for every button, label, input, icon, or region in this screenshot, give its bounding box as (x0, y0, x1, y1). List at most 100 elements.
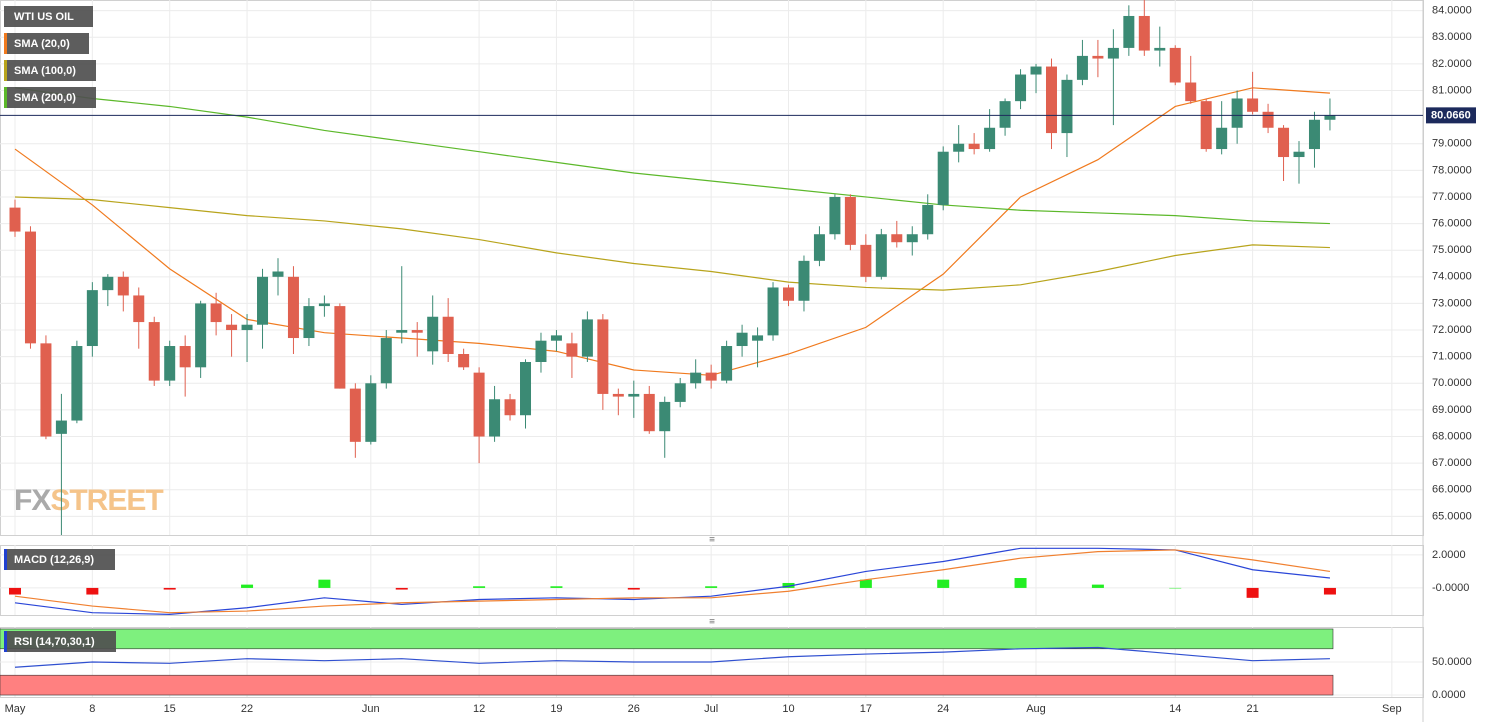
histogram-bar (241, 584, 254, 588)
candle-body (102, 276, 114, 291)
watermark-part: FX (14, 484, 51, 517)
pane-separator[interactable]: ≡ (709, 535, 715, 546)
histogram-bar (1323, 587, 1336, 595)
legend-label: WTI US OIL (14, 11, 74, 23)
histogram-bar (1246, 587, 1259, 598)
y-tick-label: 73.0000 (1432, 297, 1472, 309)
candle-body (210, 303, 222, 323)
candle-body (844, 196, 856, 245)
x-tick-label: 14 (1169, 703, 1181, 715)
indicator-line (14, 87, 1330, 376)
candle-body (1107, 47, 1119, 59)
histogram-bar (782, 582, 795, 588)
candle-body (1262, 111, 1274, 128)
candle-body (1030, 66, 1042, 75)
candle-body (226, 324, 238, 331)
last-price-box (1426, 107, 1476, 124)
y-tick-label: 83.0000 (1432, 31, 1472, 43)
candle-body (195, 303, 207, 368)
candle-body (1015, 74, 1027, 102)
candle-body (968, 143, 980, 150)
candle-body (287, 276, 299, 339)
candle-body (1169, 47, 1181, 83)
candle-body (597, 319, 609, 394)
histogram-bar (859, 579, 872, 588)
candle-body (40, 343, 52, 437)
x-tick-label: 8 (89, 703, 95, 715)
legend-box (4, 549, 115, 570)
y-tick-label: 74.0000 (1432, 271, 1472, 283)
candle-body (860, 244, 872, 277)
candle-body (906, 234, 918, 243)
candle-body (752, 335, 764, 341)
histogram-bar (86, 587, 99, 595)
candle-body (71, 346, 83, 421)
candle-body (736, 332, 748, 347)
watermark: FXSTREET (14, 484, 163, 517)
y-tick-label: 76.0000 (1432, 217, 1472, 229)
candle-body (473, 372, 485, 437)
y-tick-label: 72.0000 (1432, 324, 1472, 336)
y-tick-label: 71.0000 (1432, 351, 1472, 363)
candle-body (798, 260, 810, 301)
candle-body (9, 207, 21, 232)
candle-body (875, 234, 887, 277)
x-tick-label: 15 (164, 703, 176, 715)
x-tick-label: Sep (1382, 703, 1402, 715)
rsi-band (0, 674, 1334, 696)
x-tick-label: 19 (550, 703, 562, 715)
plot-layer: FXSTREET 80.0660 WTI US OIL SMA (20,0) SMA (… (0, 0, 1476, 696)
candle-body (1185, 82, 1197, 102)
pane-frame (0, 545, 1424, 616)
candle-body (1061, 79, 1073, 134)
candle-body (148, 322, 160, 381)
candle-body (1123, 15, 1135, 48)
legend-label: SMA (200,0) (14, 92, 76, 104)
histogram-bar (1169, 587, 1182, 589)
y-tick-label: 50.0000 (1432, 656, 1472, 668)
candle-body (813, 234, 825, 261)
legend-box (4, 6, 93, 27)
y-tick-label: 79.0000 (1432, 138, 1472, 150)
candle-body (1308, 119, 1320, 150)
candle-body (1045, 66, 1057, 134)
pane-separator[interactable]: ≡ (709, 617, 715, 628)
x-tick-label: 17 (860, 703, 872, 715)
legend-label: RSI (14,70,30,1) (14, 636, 95, 648)
y-tick-label: 66.0000 (1432, 484, 1472, 496)
candle-body (489, 399, 501, 437)
histogram-bar (9, 587, 21, 595)
candle-body (612, 393, 624, 397)
candle-body (396, 330, 408, 333)
y-tick-label: 82.0000 (1432, 58, 1472, 70)
candle-body (427, 316, 439, 352)
candle-body (241, 324, 253, 331)
y-tick-label: 65.0000 (1432, 510, 1472, 522)
legend-box (4, 87, 96, 108)
candle-body (179, 346, 191, 368)
x-tick-label: 24 (937, 703, 949, 715)
y-tick-label: 0.0000 (1432, 689, 1466, 701)
candle-body (365, 383, 377, 442)
candle-body (550, 335, 562, 341)
candle-body (1154, 47, 1166, 51)
candle-body (458, 354, 470, 368)
candle-body (1278, 127, 1290, 158)
x-tick-label: 22 (241, 703, 253, 715)
watermark-part: STREET (50, 484, 163, 517)
candle-body (922, 204, 934, 235)
candle-body (504, 399, 516, 416)
candle-body (1293, 151, 1305, 158)
histogram-bar (318, 579, 331, 588)
candle-body (937, 151, 949, 205)
candle-body (1200, 101, 1212, 150)
x-tick-label: May (5, 703, 26, 715)
candle-body (117, 276, 129, 296)
candle-body (520, 361, 532, 416)
y-tick-label: 69.0000 (1432, 404, 1472, 416)
candle-body (643, 393, 655, 432)
candle-body (953, 143, 965, 152)
candle-body (566, 343, 578, 357)
legend-label: SMA (100,0) (14, 65, 76, 77)
